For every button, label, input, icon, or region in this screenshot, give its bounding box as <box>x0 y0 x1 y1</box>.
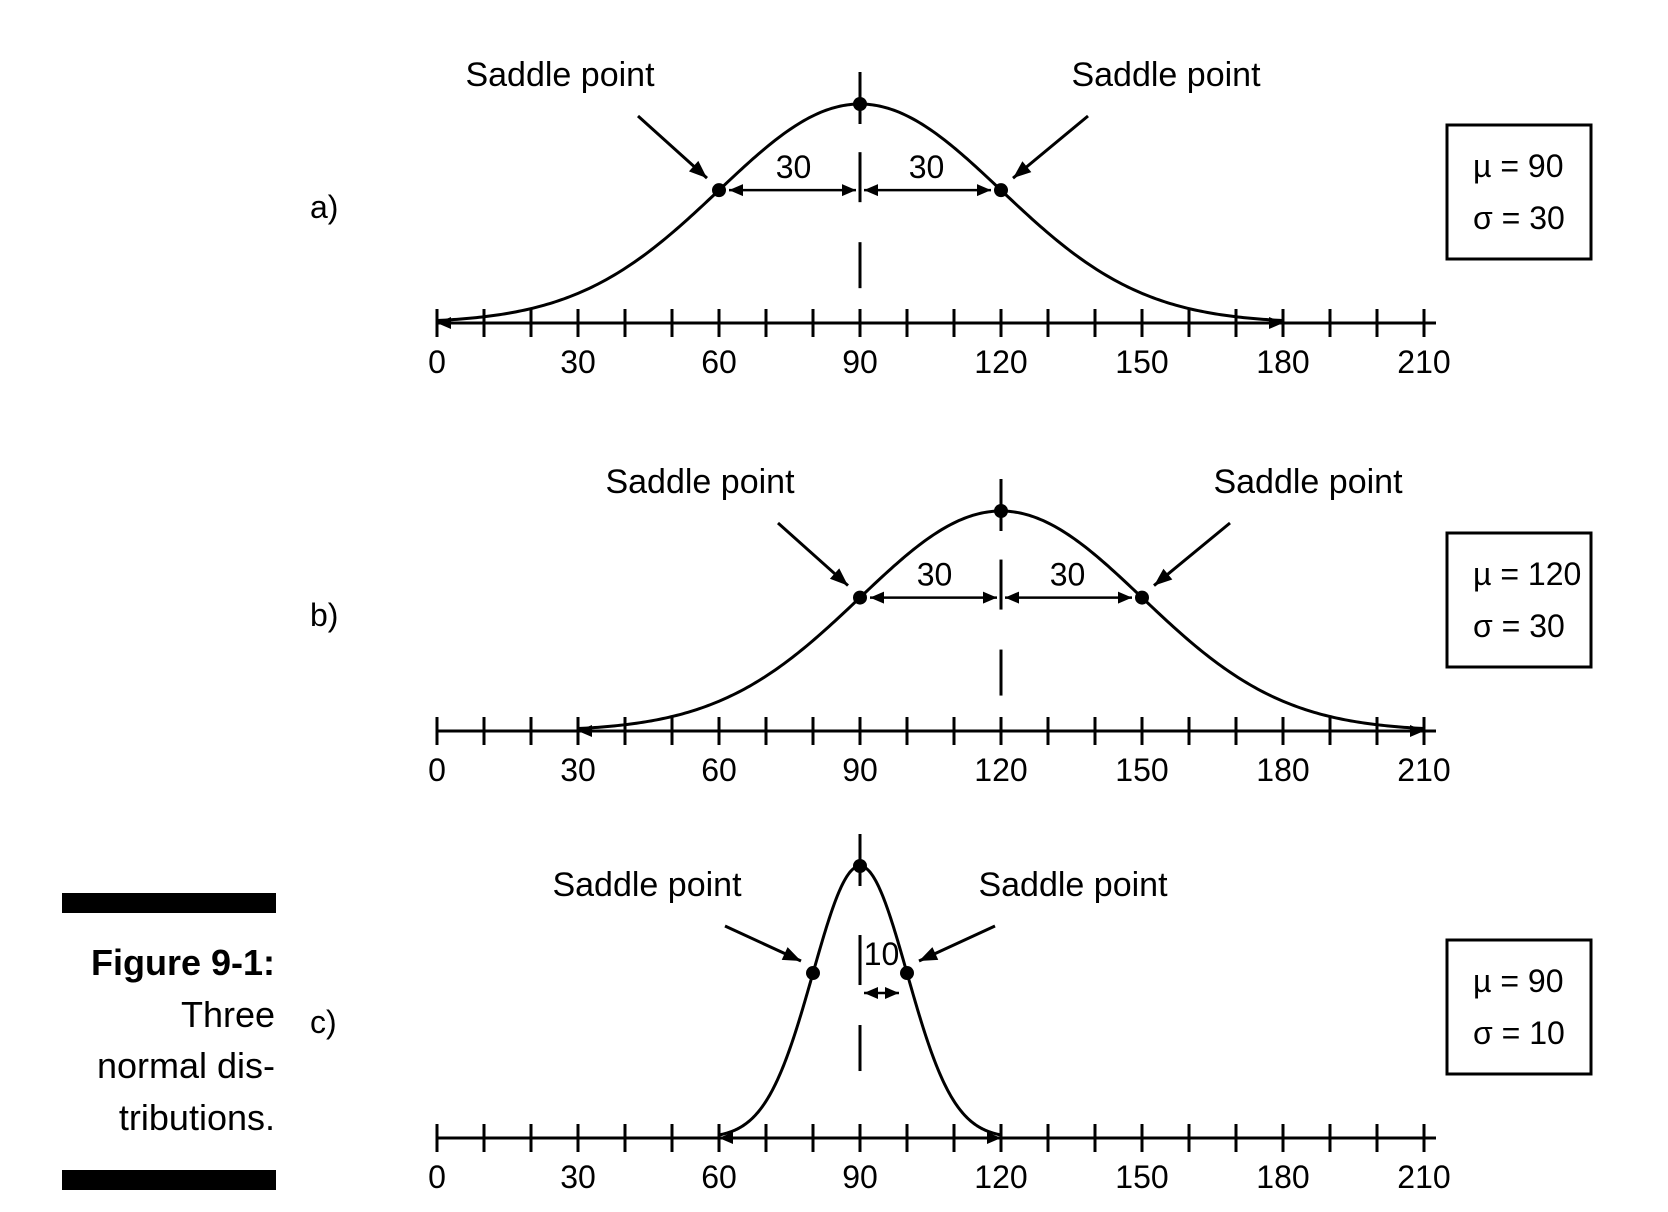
normal-curve <box>718 864 1002 1137</box>
distance-arrow-left-head-b <box>842 184 856 197</box>
caption-line-1: Three <box>181 994 275 1035</box>
distance-arrow-head-b <box>885 987 899 1000</box>
distance-arrow-right-head-a <box>864 184 878 197</box>
saddle-arrow-left-head <box>688 160 707 179</box>
panel-label: b) <box>310 597 338 633</box>
caption-line-2: normal dis- <box>97 1045 275 1086</box>
normal-curve <box>577 509 1425 731</box>
curve-tail-right-arrow <box>987 1132 1001 1144</box>
peak-point <box>853 859 867 873</box>
tick-label: 180 <box>1256 1159 1309 1195</box>
curve-tail-right-arrow <box>1269 317 1283 329</box>
saddle-arrow-right-head <box>1154 568 1173 586</box>
panel-c: c) 0 30 60 90 120 150 180 210 10 Saddle point Saddl… <box>310 834 1593 1195</box>
mu-value: µ = 90 <box>1473 148 1564 184</box>
tick-label: 30 <box>560 1159 596 1195</box>
curve-tail-left-arrow <box>719 1132 733 1144</box>
distance-label: 10 <box>864 936 900 972</box>
sigma-value: σ = 30 <box>1473 608 1565 644</box>
distance-arrow-left-head-a <box>870 591 884 604</box>
distance-label-left: 30 <box>917 557 953 593</box>
curve-tail-left-arrow <box>578 725 592 737</box>
tick-label: 120 <box>974 344 1027 380</box>
sigma-value: σ = 30 <box>1473 200 1565 236</box>
saddle-point-right <box>900 966 914 981</box>
tick-label: 0 <box>428 752 446 788</box>
saddle-arrow-right-head <box>919 947 939 962</box>
tick-label: 180 <box>1256 752 1309 788</box>
tick-label: 150 <box>1115 344 1168 380</box>
saddle-arrow-right-head <box>1013 161 1032 179</box>
tick-label: 90 <box>842 344 878 380</box>
panel-label: c) <box>310 1004 337 1040</box>
peak-point <box>853 97 867 111</box>
tick-label: 210 <box>1397 752 1450 788</box>
distance-arrow-right-head-b <box>1118 591 1132 604</box>
distance-arrow-left-head-a <box>729 184 743 197</box>
parameter-box <box>1445 123 1593 261</box>
saddle-point-left <box>712 183 726 198</box>
saddle-arrow-left-head <box>829 568 848 586</box>
distance-arrow-right-head-a <box>1005 591 1019 604</box>
tick-label: 90 <box>842 1159 878 1195</box>
tick-label: 60 <box>701 1159 737 1195</box>
saddle-label-left: Saddle point <box>552 866 742 904</box>
distance-arrow-right-head-b <box>977 184 991 197</box>
peak-point <box>994 504 1008 518</box>
caption-top-bar <box>62 893 276 913</box>
distance-arrow-head-a <box>864 987 878 1000</box>
saddle-label-right: Saddle point <box>978 866 1168 904</box>
tick-label: 150 <box>1115 752 1168 788</box>
caption-line-3: tributions. <box>119 1097 275 1138</box>
distance-arrow-left-head-b <box>983 591 997 604</box>
tick-label: 0 <box>428 1159 446 1195</box>
saddle-point-left <box>806 966 820 981</box>
saddle-label-right: Saddle point <box>1071 56 1261 94</box>
saddle-point-right <box>1135 590 1149 605</box>
distribution-panels: a) 0 30 60 90 120 150 180 210 30 30 Saddle point Sad… <box>310 56 1593 1195</box>
distance-label-left: 30 <box>776 149 812 185</box>
tick-label: 120 <box>974 752 1027 788</box>
curve-tail-right-arrow <box>1410 725 1424 737</box>
saddle-label-right: Saddle point <box>1213 463 1403 501</box>
tick-label: 120 <box>974 1159 1027 1195</box>
tick-label: 150 <box>1115 1159 1168 1195</box>
tick-label: 210 <box>1397 344 1450 380</box>
curve-tail-left-arrow <box>437 317 451 329</box>
tick-label: 60 <box>701 752 737 788</box>
mu-value: µ = 120 <box>1473 556 1581 592</box>
mu-value: µ = 90 <box>1473 963 1564 999</box>
saddle-arrow-left-head <box>781 947 801 962</box>
distance-label-right: 30 <box>909 149 945 185</box>
panel-b: b) 0 30 60 90 120 150 180 210 30 30 Saddle point Sad… <box>310 463 1593 788</box>
panel-a: a) 0 30 60 90 120 150 180 210 30 30 Saddle point Sad… <box>310 56 1593 380</box>
tick-label: 90 <box>842 752 878 788</box>
saddle-label-left: Saddle point <box>465 56 655 94</box>
saddle-point-left <box>853 590 867 605</box>
tick-label: 180 <box>1256 344 1309 380</box>
caption-bottom-bar <box>62 1170 276 1190</box>
tick-label: 30 <box>560 752 596 788</box>
saddle-point-right <box>994 183 1008 198</box>
figure-caption: Figure 9-1: Three normal dis- tributions… <box>62 893 276 1190</box>
panel-label: a) <box>310 189 338 225</box>
saddle-label-left: Saddle point <box>605 463 795 501</box>
tick-label: 30 <box>560 344 596 380</box>
sigma-value: σ = 10 <box>1473 1015 1565 1051</box>
parameter-box <box>1445 531 1593 669</box>
parameter-box <box>1445 938 1593 1076</box>
caption-title: Figure 9-1: <box>91 942 275 983</box>
tick-label: 210 <box>1397 1159 1450 1195</box>
distance-label-right: 30 <box>1050 557 1086 593</box>
tick-label: 0 <box>428 344 446 380</box>
tick-label: 60 <box>701 344 737 380</box>
